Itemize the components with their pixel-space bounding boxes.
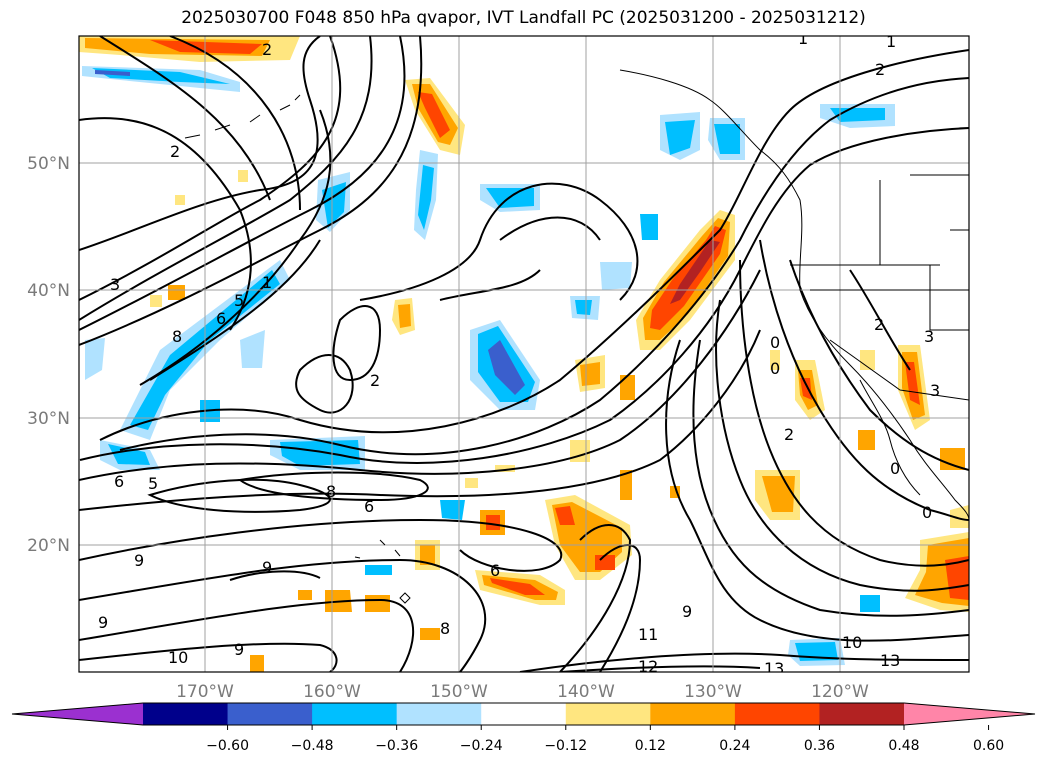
- contour-label: 8: [326, 482, 336, 501]
- colorbar-tick-label: 0.60: [973, 738, 1004, 754]
- colorbar-tick-label: 0.12: [635, 738, 666, 754]
- contour-label: 8: [172, 327, 182, 346]
- contour-label: 3: [110, 275, 120, 294]
- contour-label: 2: [874, 315, 884, 334]
- colorbar-segment: [819, 703, 905, 725]
- contour-label: 6: [364, 497, 374, 516]
- contour-label: 2: [370, 371, 380, 390]
- contour-label: 6: [114, 472, 124, 491]
- colorbar-tick-label: 0.24: [719, 738, 750, 754]
- colorbar-tick-label: −0.60: [206, 738, 249, 754]
- lon-label-130w: 130°W: [684, 682, 742, 702]
- contour-label: 12: [638, 657, 658, 676]
- contour-label: 5: [148, 474, 158, 493]
- contour-label: 2: [875, 60, 885, 79]
- lon-label-160w: 160°W: [303, 682, 361, 702]
- contour-label: 1: [798, 29, 808, 48]
- latitude-labels: 50°N 40°N 30°N 20°N: [27, 154, 70, 556]
- longitude-labels: 170°W 160°W 150°W 140°W 130°W 120°W: [176, 682, 869, 702]
- colorbar-segment: [650, 703, 736, 725]
- contour-label: 9: [262, 558, 272, 577]
- colorbar-tick-label: −0.48: [291, 738, 334, 754]
- lat-label-50n: 50°N: [27, 154, 70, 174]
- graticule: [79, 36, 969, 672]
- colorbar-ticks: −0.60 −0.48 −0.36 −0.24 −0.12 0.12 0.24 0.36 0.4…: [206, 725, 1004, 754]
- contour-label: 9: [234, 640, 244, 659]
- contour-label: 2: [262, 40, 272, 59]
- map-frame: [78, 35, 970, 673]
- contour-label: 8: [440, 619, 450, 638]
- contour-label: 13: [764, 659, 784, 678]
- map-plot-area: [79, 36, 969, 672]
- contour-label: 0: [890, 459, 900, 478]
- colorbar-extend-low: [12, 703, 143, 725]
- coastlines: [184, 69, 969, 604]
- lat-label-20n: 20°N: [27, 536, 70, 556]
- contour-label: 6: [490, 561, 500, 580]
- contour-labels: 2 1 1 2 2 3 1 8 6 5 2 6 5 8 6 9 9 6 9 10…: [98, 29, 940, 678]
- colorbar-segments: [143, 703, 905, 725]
- contour-label: 0: [922, 503, 932, 522]
- colorbar-segment: [734, 703, 820, 725]
- contour-label: 0: [770, 333, 780, 352]
- contour-label: 9: [134, 551, 144, 570]
- lon-label-170w: 170°W: [176, 682, 234, 702]
- lon-label-120w: 120°W: [811, 682, 869, 702]
- contour-label: 2: [784, 425, 794, 444]
- contour-label: 2: [170, 142, 180, 161]
- contour-label: 0: [770, 359, 780, 378]
- contour-label: 9: [682, 602, 692, 621]
- contour-label: 3: [930, 381, 940, 400]
- ivt-contours: [79, 36, 969, 672]
- contour-label: 5: [234, 291, 244, 310]
- colorbar-tick-label: −0.24: [460, 738, 503, 754]
- map-title: 2025030700 F048 850 hPa qvapor, IVT Land…: [181, 8, 866, 28]
- lat-label-40n: 40°N: [27, 281, 70, 301]
- contour-label: 6: [216, 309, 226, 328]
- colorbar-tick-label: −0.36: [375, 738, 418, 754]
- contour-label: 1: [262, 273, 272, 292]
- colorbar-segment: [565, 703, 651, 725]
- contour-label: 1: [886, 32, 896, 51]
- colorbar-extend-high: [904, 703, 1035, 725]
- colorbar-tick-label: 0.36: [804, 738, 835, 754]
- contour-label: 13: [880, 651, 900, 670]
- colorbar-segment: [481, 703, 567, 725]
- colorbar-segment: [227, 703, 313, 725]
- contour-label: 3: [924, 327, 934, 346]
- colorbar-tick-label: −0.12: [544, 738, 587, 754]
- colorbar-segment: [396, 703, 482, 725]
- colorbar-outline: [11, 702, 1036, 726]
- colorbar-segment: [143, 703, 229, 725]
- contour-label: 11: [638, 625, 658, 644]
- colorbar-tick-label: 0.48: [888, 738, 919, 754]
- lon-label-140w: 140°W: [557, 682, 615, 702]
- contour-label: 10: [842, 633, 862, 652]
- contour-label: 9: [98, 613, 108, 632]
- lon-label-150w: 150°W: [430, 682, 488, 702]
- colorbar-segment: [312, 703, 398, 725]
- colorbar: −0.60 −0.48 −0.36 −0.24 −0.12 0.12 0.24 0.36 0.4…: [11, 702, 1036, 754]
- contour-label: 10: [168, 648, 188, 667]
- lat-label-30n: 30°N: [27, 409, 70, 429]
